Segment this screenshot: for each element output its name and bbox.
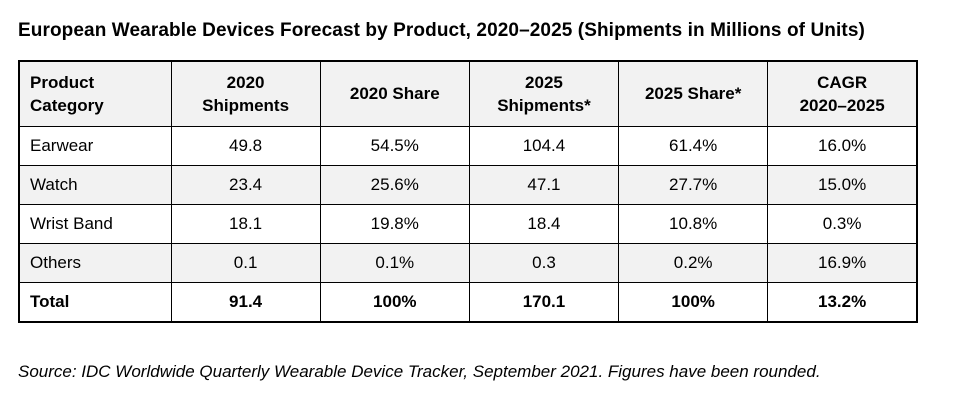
- table-title: European Wearable Devices Forecast by Pr…: [18, 20, 865, 41]
- cell-value: 23.4: [170, 165, 321, 205]
- cell-value: 27.7%: [618, 165, 769, 205]
- cell-value: 15.0%: [767, 165, 918, 205]
- header-cell-2025-share: 2025 Share*: [618, 60, 769, 127]
- cell-category: Wrist Band: [18, 204, 172, 244]
- cell-category: Watch: [18, 165, 172, 205]
- source-note: Source: IDC Worldwide Quarterly Wearable…: [18, 362, 821, 381]
- cell-value: 0.1%: [319, 243, 470, 283]
- cell-category: Earwear: [18, 126, 172, 166]
- cell-value: 10.8%: [618, 204, 769, 244]
- cell-value: 0.1: [170, 243, 321, 283]
- cell-category: Others: [18, 243, 172, 283]
- header-cell-product-category: Product Category: [18, 60, 172, 127]
- cell-value: 0.3%: [767, 204, 918, 244]
- cell-category: Total: [18, 282, 172, 323]
- table-row-watch: Watch 23.4 25.6% 47.1 27.7% 15.0%: [18, 165, 918, 205]
- cell-value: 18.1: [170, 204, 321, 244]
- header-cell-cagr: CAGR 2020–2025: [767, 60, 918, 127]
- cell-value: 0.3: [468, 243, 620, 283]
- cell-value: 100%: [319, 282, 470, 323]
- cell-value: 100%: [618, 282, 769, 323]
- cell-value: 16.9%: [767, 243, 918, 283]
- cell-value: 170.1: [468, 282, 620, 323]
- cell-value: 47.1: [468, 165, 620, 205]
- cell-value: 19.8%: [319, 204, 470, 244]
- table-row-wrist-band: Wrist Band 18.1 19.8% 18.4 10.8% 0.3%: [18, 204, 918, 244]
- cell-value: 61.4%: [618, 126, 769, 166]
- table-row-others: Others 0.1 0.1% 0.3 0.2% 16.9%: [18, 243, 918, 283]
- cell-value: 91.4: [170, 282, 321, 323]
- forecast-table: Product Category 2020 Shipments 2020 Sha…: [18, 60, 918, 323]
- cell-value: 54.5%: [319, 126, 470, 166]
- cell-value: 18.4: [468, 204, 620, 244]
- header-cell-2025-shipments: 2025 Shipments*: [468, 60, 620, 127]
- cell-value: 16.0%: [767, 126, 918, 166]
- table-row-total: Total 91.4 100% 170.1 100% 13.2%: [18, 282, 918, 323]
- cell-value: 49.8: [170, 126, 321, 166]
- header-row: Product Category 2020 Shipments 2020 Sha…: [18, 60, 918, 127]
- table-row-earwear: Earwear 49.8 54.5% 104.4 61.4% 16.0%: [18, 126, 918, 166]
- header-cell-2020-shipments: 2020 Shipments: [170, 60, 321, 127]
- cell-value: 25.6%: [319, 165, 470, 205]
- cell-value: 104.4: [468, 126, 620, 166]
- cell-value: 0.2%: [618, 243, 769, 283]
- cell-value: 13.2%: [767, 282, 918, 323]
- header-cell-2020-share: 2020 Share: [319, 60, 470, 127]
